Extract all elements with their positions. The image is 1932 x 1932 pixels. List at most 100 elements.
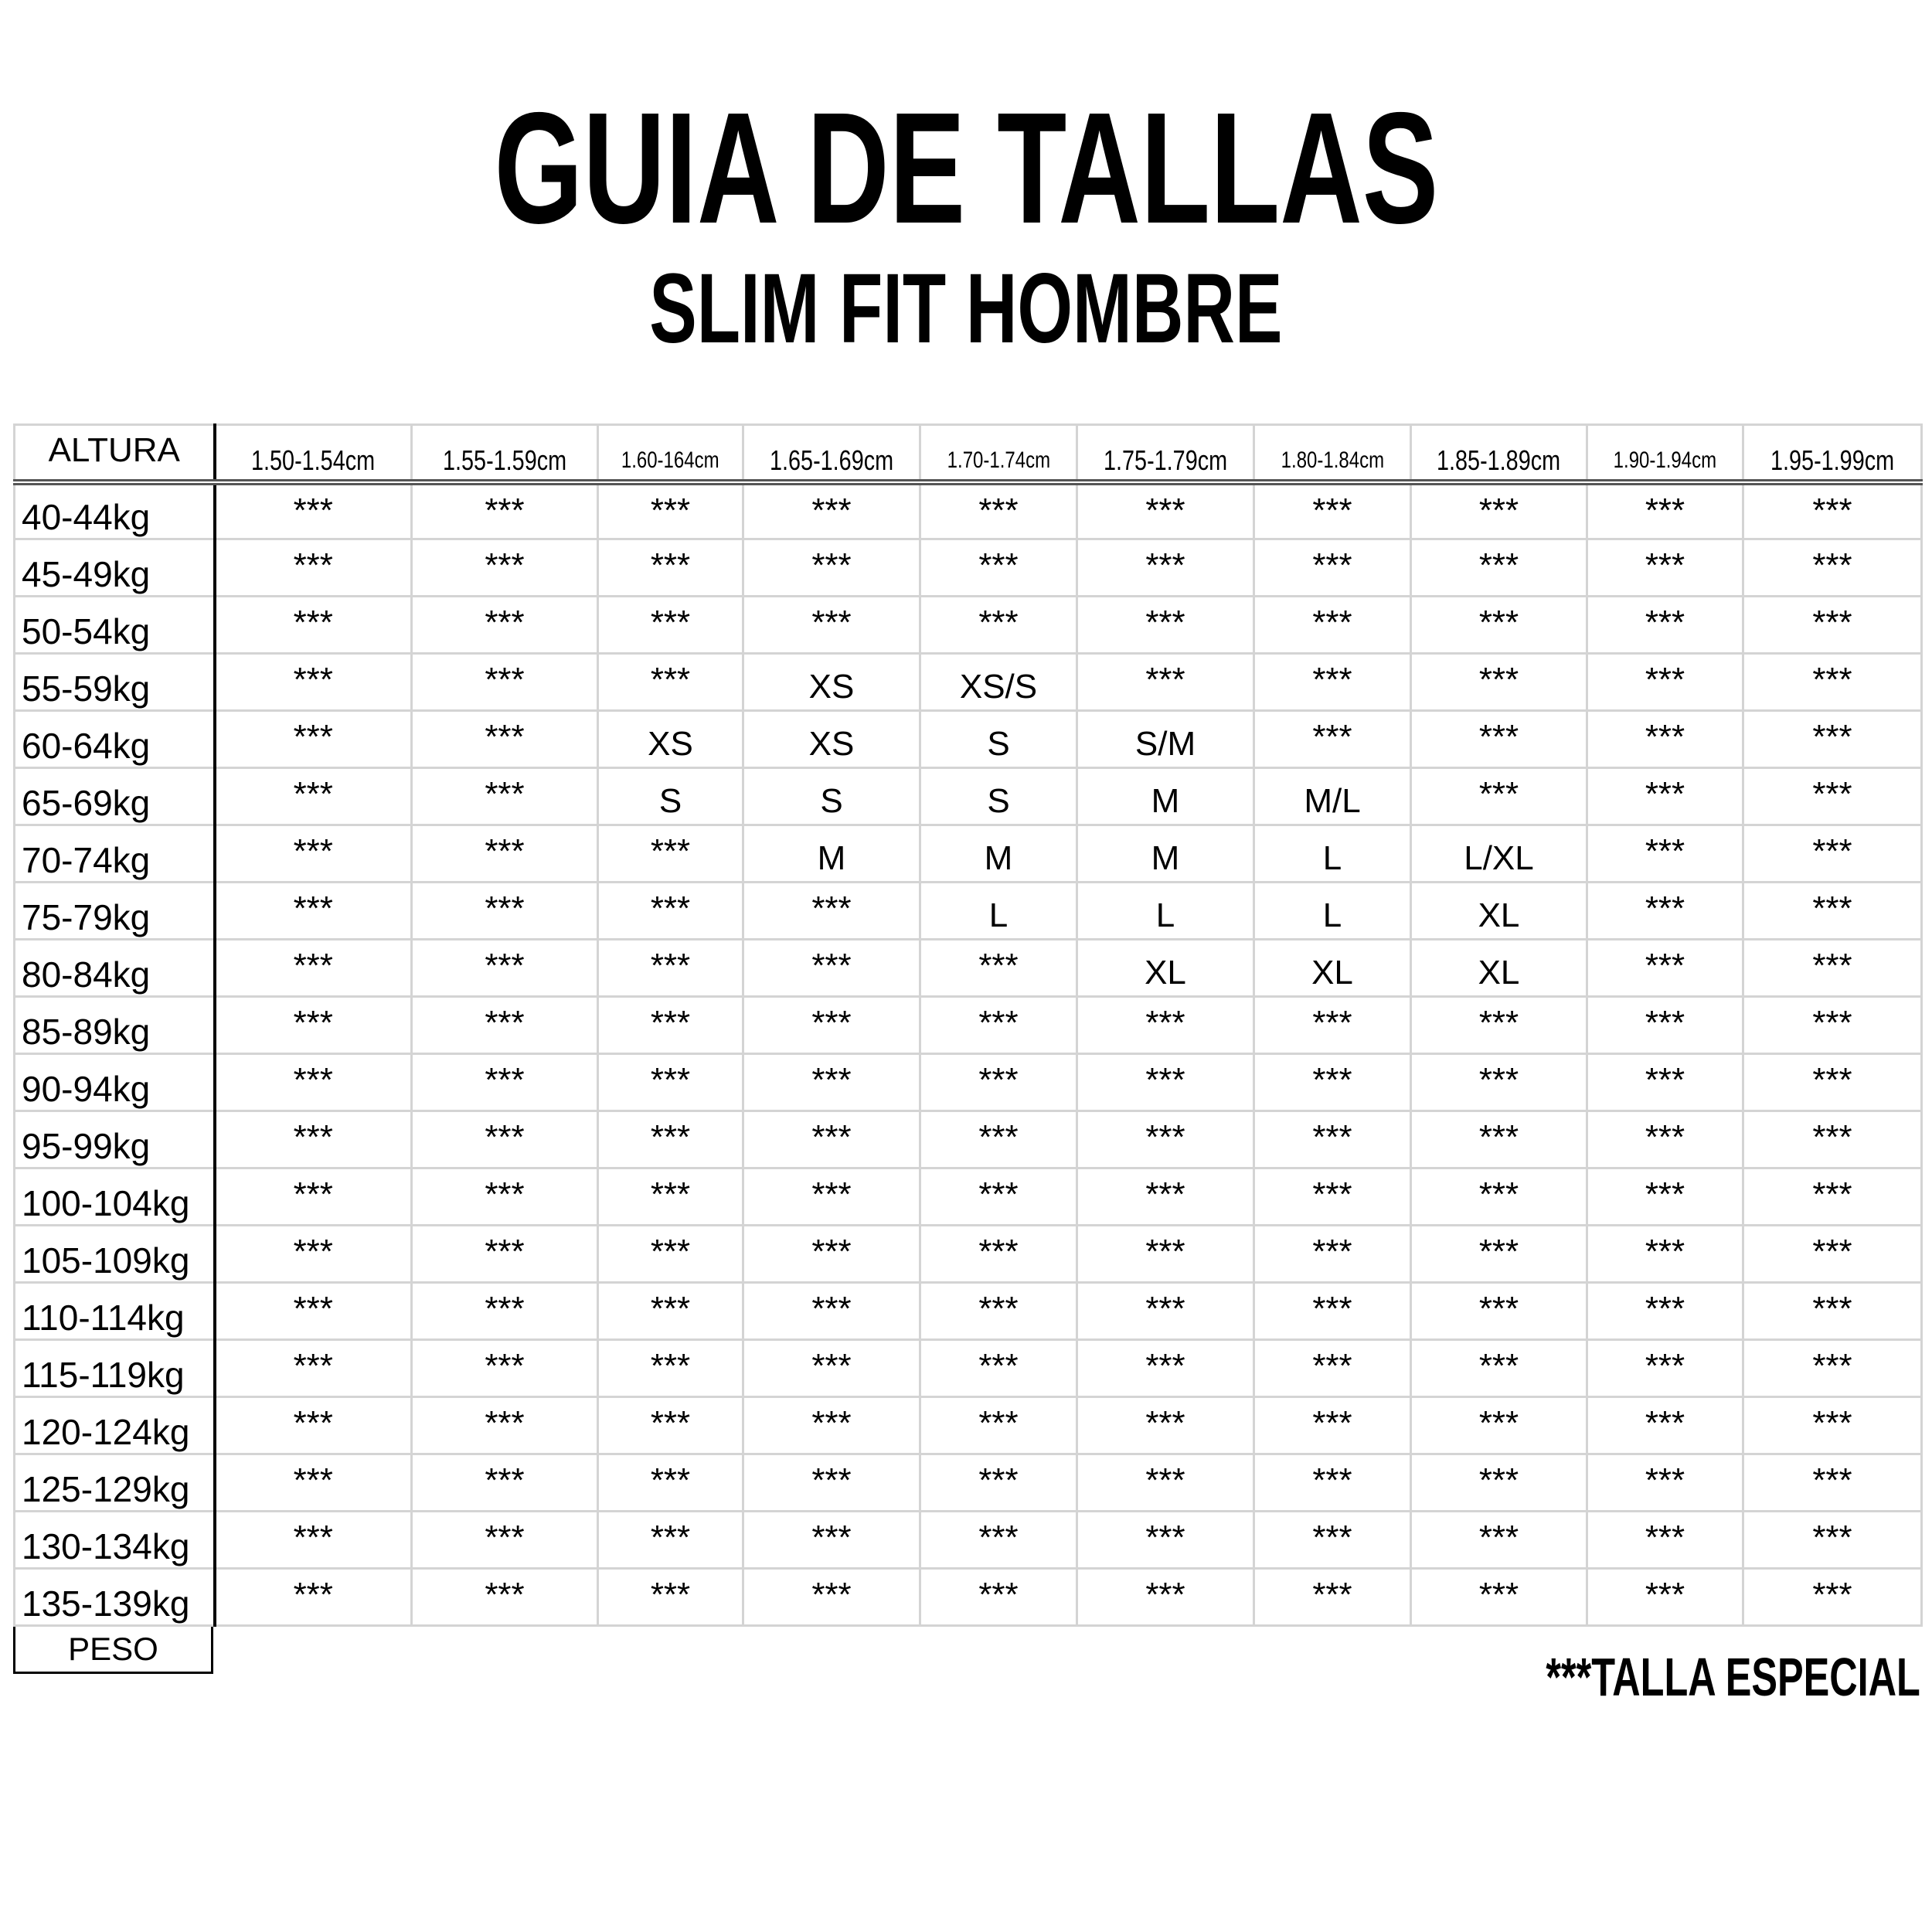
height-header-text: 1.50-1.54cm xyxy=(251,444,376,476)
weight-label: 50-54kg xyxy=(13,595,216,655)
special-size-cell: *** xyxy=(1742,824,1923,883)
table-row: 90-94kg *** *** *** *** *** *** *** *** *** *** xyxy=(13,1053,1923,1112)
special-size-cell: *** xyxy=(742,938,921,998)
special-size-cell: *** xyxy=(1076,995,1255,1055)
special-size-cell: *** xyxy=(213,1510,413,1570)
weight-label: 95-99kg xyxy=(13,1110,216,1169)
special-size-cell: *** xyxy=(919,1281,1078,1341)
special-size-cell: *** xyxy=(410,1453,599,1512)
weight-label: 125-129kg xyxy=(13,1453,216,1512)
special-size-cell: *** xyxy=(1410,538,1588,597)
special-size-cell: *** xyxy=(1586,995,1744,1055)
weight-label: 135-139kg xyxy=(13,1567,216,1627)
special-size-cell: *** xyxy=(1253,1453,1412,1512)
special-size-cell: *** xyxy=(1253,1224,1412,1284)
special-size-cell: *** xyxy=(1076,1453,1255,1512)
special-size-cell: *** xyxy=(597,881,744,940)
special-size-cell: *** xyxy=(742,538,921,597)
special-size-cell: *** xyxy=(919,995,1078,1055)
special-size-cell: *** xyxy=(1586,1567,1744,1627)
special-size-cell: *** xyxy=(213,1110,413,1169)
special-size-cell: *** xyxy=(1742,938,1923,998)
special-size-cell: *** xyxy=(742,1338,921,1398)
special-size-cell: *** xyxy=(1076,1281,1255,1341)
size-cell: XL xyxy=(1076,938,1255,998)
special-size-cell: *** xyxy=(1742,1110,1923,1169)
page-title-text: GUIA DE TALLAS xyxy=(494,80,1438,257)
special-size-cell: *** xyxy=(1076,1396,1255,1455)
special-size-cell: *** xyxy=(1410,481,1588,540)
size-cell: L xyxy=(919,881,1078,940)
special-size-cell: *** xyxy=(919,1224,1078,1284)
special-size-cell: *** xyxy=(1076,1053,1255,1112)
special-size-cell: *** xyxy=(1410,1281,1588,1341)
special-size-cell: *** xyxy=(1586,1110,1744,1169)
special-size-cell: *** xyxy=(597,995,744,1055)
size-cell: L xyxy=(1253,881,1412,940)
special-size-cell: *** xyxy=(742,1167,921,1226)
weight-label: 90-94kg xyxy=(13,1053,216,1112)
size-cell: M xyxy=(1076,824,1255,883)
special-size-cell: *** xyxy=(410,481,599,540)
special-size-cell: *** xyxy=(213,1453,413,1512)
special-size-cell: *** xyxy=(410,1510,599,1570)
size-cell: XS xyxy=(742,709,921,769)
table-row: 85-89kg *** *** *** *** *** *** *** *** *** *** xyxy=(13,995,1923,1055)
special-size-cell: *** xyxy=(1586,938,1744,998)
special-size-cell: *** xyxy=(1586,767,1744,826)
weight-label: 105-109kg xyxy=(13,1224,216,1284)
weight-label: 45-49kg xyxy=(13,538,216,597)
size-cell: L xyxy=(1253,824,1412,883)
special-size-cell: *** xyxy=(1253,652,1412,712)
special-size-cell: *** xyxy=(1742,1453,1923,1512)
weight-label: 70-74kg xyxy=(13,824,216,883)
table-row: 95-99kg *** *** *** *** *** *** *** *** *** *** xyxy=(13,1110,1923,1169)
height-header: 1.85-1.89cm xyxy=(1410,423,1588,485)
size-cell: L xyxy=(1076,881,1255,940)
special-size-cell: *** xyxy=(742,595,921,655)
special-size-cell: *** xyxy=(1742,1224,1923,1284)
special-size-cell: *** xyxy=(1410,1567,1588,1627)
table-row: 100-104kg *** *** *** *** *** *** *** *** *** *** xyxy=(13,1167,1923,1226)
special-size-cell: *** xyxy=(742,1281,921,1341)
special-size-cell: *** xyxy=(919,1453,1078,1512)
special-size-cell: *** xyxy=(1253,995,1412,1055)
special-size-cell: *** xyxy=(1742,767,1923,826)
special-size-cell: *** xyxy=(213,1224,413,1284)
special-size-cell: *** xyxy=(410,709,599,769)
special-size-cell: *** xyxy=(410,995,599,1055)
special-size-cell: *** xyxy=(1586,481,1744,540)
size-cell: S xyxy=(919,709,1078,769)
special-size-cell: *** xyxy=(213,1338,413,1398)
size-cell: M xyxy=(742,824,921,883)
special-size-cell: *** xyxy=(919,538,1078,597)
special-size-cell: *** xyxy=(213,538,413,597)
special-size-cell: *** xyxy=(213,1053,413,1112)
special-size-cell: *** xyxy=(213,881,413,940)
special-size-cell: *** xyxy=(597,1510,744,1570)
special-size-cell: *** xyxy=(1253,1053,1412,1112)
page-title: GUIA DE TALLAS xyxy=(0,80,1932,257)
height-header: 1.55-1.59cm xyxy=(410,423,599,485)
special-size-cell: *** xyxy=(410,938,599,998)
special-size-cell: *** xyxy=(597,1453,744,1512)
special-size-cell: *** xyxy=(1076,1510,1255,1570)
size-cell: XL xyxy=(1410,881,1588,940)
special-size-cell: *** xyxy=(1742,881,1923,940)
special-size-cell: *** xyxy=(410,1396,599,1455)
special-size-cell: *** xyxy=(1253,1167,1412,1226)
special-size-cell: *** xyxy=(1586,881,1744,940)
special-size-cell: *** xyxy=(597,1396,744,1455)
special-size-cell: *** xyxy=(1586,1396,1744,1455)
special-size-cell: *** xyxy=(1742,1281,1923,1341)
special-size-cell: *** xyxy=(597,1224,744,1284)
special-size-cell: *** xyxy=(1586,824,1744,883)
special-size-cell: *** xyxy=(410,1110,599,1169)
table-row: 40-44kg *** *** *** *** *** *** *** *** *** *** xyxy=(13,481,1923,540)
special-size-cell: *** xyxy=(1076,1567,1255,1627)
special-size-cell: *** xyxy=(1586,1338,1744,1398)
special-size-cell: *** xyxy=(742,1224,921,1284)
corner-label: ALTURA xyxy=(13,423,216,485)
special-size-cell: *** xyxy=(410,595,599,655)
special-size-cell: *** xyxy=(410,1567,599,1627)
